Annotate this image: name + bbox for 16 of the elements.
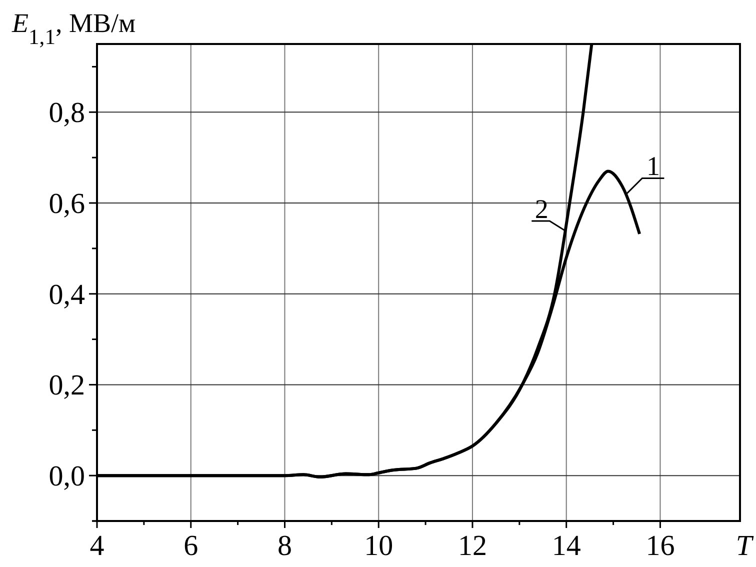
series-label: 2 [534,194,548,224]
y-tick-label: 0,6 [48,188,85,220]
x-axis-title: T [736,530,754,562]
y-tick-label: 0,8 [48,97,85,130]
x-tick-label: 6 [184,530,198,562]
y-tick-label: 0,4 [48,278,86,311]
series-label: 1 [646,151,660,182]
x-tick-label: 4 [90,530,105,562]
x-tick-label: 12 [458,530,487,562]
x-tick-label: 10 [364,530,394,562]
x-tick-label: 16 [646,530,675,562]
y-axis-title: E$_{1,1}$, МВ/м [11,8,136,49]
y-tick-label: 0,2 [48,370,85,402]
y-tick-label: 0,0 [48,460,85,493]
x-tick-label: 14 [552,530,582,562]
x-tick-label: 8 [277,530,292,562]
